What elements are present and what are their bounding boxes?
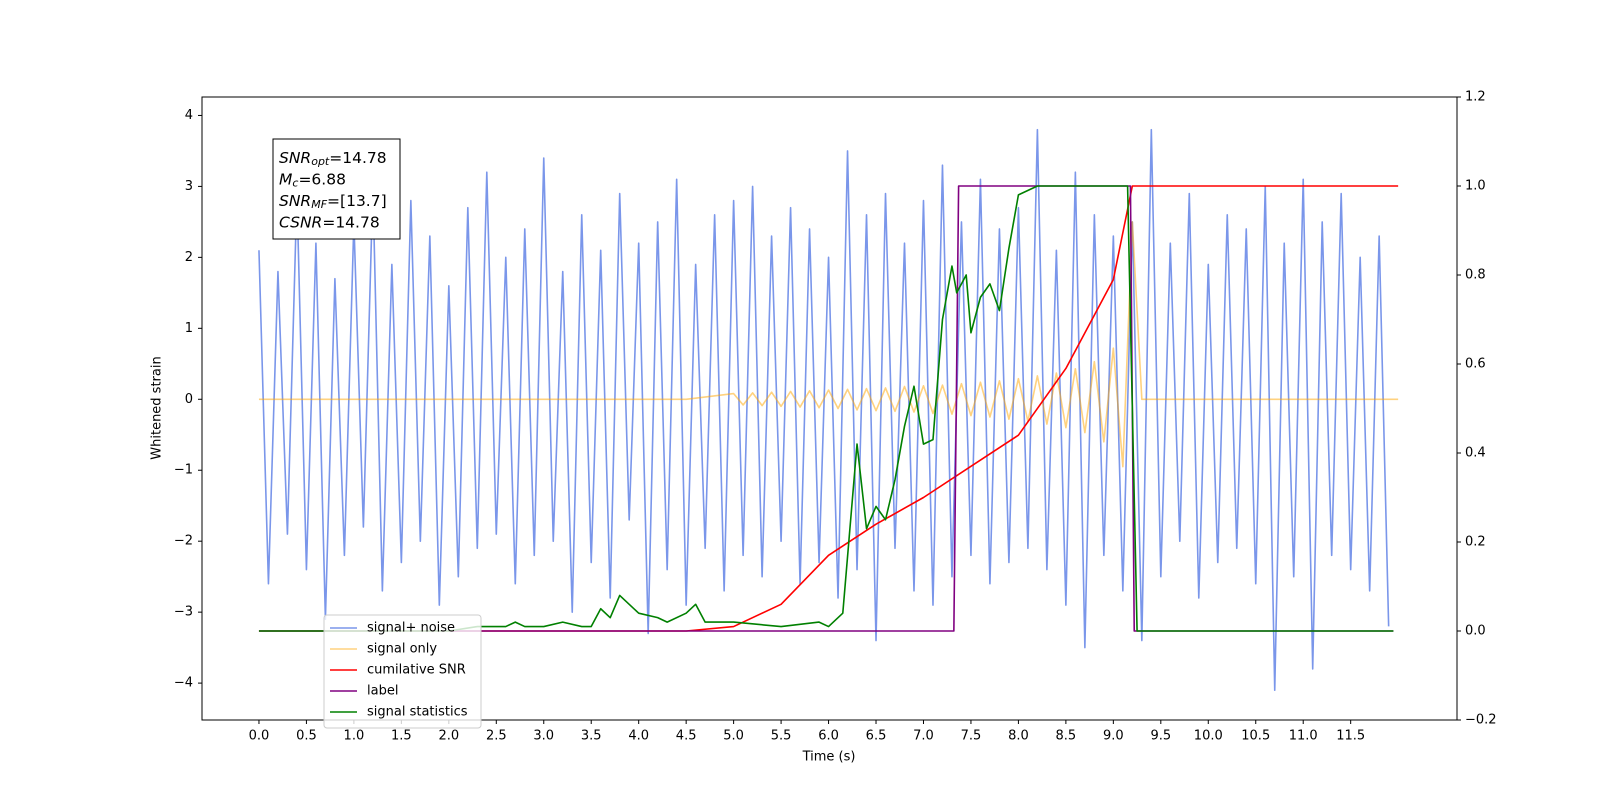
x-tick-label: 4.5: [676, 729, 697, 744]
legend-frame: [323, 614, 482, 729]
y2-tick-label: 0.6: [1465, 357, 1486, 372]
annotation-line: Mc=6.88: [279, 170, 346, 190]
y2-tick-label: 1.0: [1465, 179, 1486, 194]
annotation-subscript: opt: [311, 155, 330, 168]
x-tick-label: 3.5: [581, 729, 602, 744]
x-tick-label: 10.5: [1241, 729, 1270, 744]
x-tick-label: 5.0: [723, 729, 744, 744]
annotation-value: =14.78: [322, 213, 379, 231]
series-line: [258, 185, 1394, 632]
y-tick-label: −4: [174, 676, 193, 691]
legend-label: cumilative SNR: [367, 663, 466, 678]
x-tick-label: 8.0: [1008, 729, 1029, 744]
annotation-value: =[13.7]: [327, 192, 387, 210]
annotation-line: SNRMF=[13.7]: [279, 192, 387, 212]
series-line: [258, 185, 1399, 632]
annotation-subscript: MF: [311, 198, 327, 211]
y-tick-label: 2: [185, 250, 193, 265]
y-axis-label: Whitened strain: [150, 356, 165, 459]
annotation-line: CSNR=14.78: [279, 213, 380, 231]
y-tick-label: −3: [174, 605, 193, 620]
annotation-frame: [272, 138, 401, 240]
y2-tick-label: 0.2: [1465, 535, 1486, 550]
annotation-symbol: SNR: [279, 192, 311, 210]
annotation-symbol: CSNR: [279, 213, 322, 231]
annotation-symbol: SNR: [279, 149, 311, 167]
legend-label: signal statistics: [367, 705, 468, 720]
x-tick-label: 0.5: [296, 729, 317, 744]
x-tick-label: 7.5: [961, 729, 982, 744]
annotation-value: =14.78: [329, 149, 386, 167]
x-tick-label: 7.0: [913, 729, 934, 744]
x-tick-label: 9.5: [1150, 729, 1171, 744]
x-tick-label: 11.0: [1289, 729, 1318, 744]
x-tick-label: 2.5: [486, 729, 507, 744]
x-tick-label: 8.5: [1056, 729, 1077, 744]
y-tick-label: 1: [185, 321, 193, 336]
annotation-subscript: c: [292, 177, 298, 190]
x-tick-label: 6.5: [866, 729, 887, 744]
plot-frame: [201, 96, 1458, 721]
annotation-symbol: M: [279, 170, 292, 188]
x-tick-label: 2.0: [438, 729, 459, 744]
legend-label: signal+ noise: [367, 621, 455, 636]
y-tick-label: −1: [174, 463, 193, 478]
y2-tick-label: −0.2: [1465, 713, 1497, 728]
y-tick-label: −2: [174, 534, 193, 549]
x-tick-label: 11.5: [1336, 729, 1365, 744]
x-axis-label: Time (s): [802, 750, 856, 765]
x-tick-label: 3.0: [533, 729, 554, 744]
x-tick-label: 10.0: [1194, 729, 1223, 744]
y-tick-label: 4: [185, 108, 193, 123]
x-tick-label: 1.0: [344, 729, 365, 744]
y2-tick-label: 1.2: [1465, 90, 1486, 105]
x-tick-label: 0.0: [249, 729, 270, 744]
x-tick-label: 6.0: [818, 729, 839, 744]
y-tick-label: 3: [185, 179, 193, 194]
series-line: [258, 221, 1399, 468]
x-tick-label: 4.0: [628, 729, 649, 744]
legend: signal+ noise signal only cumilative SNR la…: [323, 614, 482, 729]
legend-label: label: [367, 684, 398, 699]
x-tick-label: 5.5: [771, 729, 792, 744]
annotation-value: =6.88: [298, 170, 346, 188]
annotation-line: SNRopt=14.78: [279, 149, 387, 169]
y2-tick-label: 0.8: [1465, 268, 1486, 283]
x-tick-label: 9.0: [1103, 729, 1124, 744]
y2-tick-label: 0.0: [1465, 624, 1486, 639]
y2-tick-label: 0.4: [1465, 446, 1486, 461]
legend-label: signal only: [367, 642, 437, 657]
x-tick-label: 1.5: [391, 729, 412, 744]
series-line: [258, 128, 1390, 691]
annotation-box: SNRopt=14.78Mc=6.88SNRMF=[13.7]CSNR=14.7…: [272, 138, 401, 240]
y-tick-label: 0: [185, 392, 193, 407]
